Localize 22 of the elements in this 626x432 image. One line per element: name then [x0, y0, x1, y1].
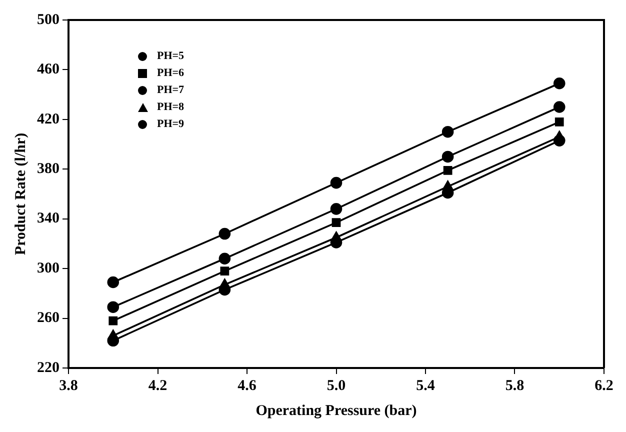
y-tick-label: 460 [37, 62, 60, 78]
x-tick-label: 5.0 [326, 378, 346, 394]
y-tick-label: 260 [37, 310, 60, 326]
x-tick-label: 3.8 [59, 378, 78, 394]
x-tick-label: 4.2 [148, 378, 168, 394]
y-tick-label: 220 [37, 360, 60, 376]
y-axis-title: Product Rate (l/hr) [12, 132, 29, 256]
x-axis-title: Operating Pressure (bar) [256, 402, 417, 419]
y-tick-label: 300 [37, 260, 60, 276]
x-tick-label: 5.4 [416, 378, 436, 394]
x-tick-label: 6.2 [594, 378, 614, 394]
y-tick-label: 500 [37, 12, 60, 28]
y-tick-label: 340 [37, 210, 60, 227]
legend-label: PH=8 [157, 100, 184, 115]
legend-label: PH=9 [157, 117, 184, 132]
x-tick-label: 5.8 [505, 378, 524, 394]
legend-label: PH=7 [157, 83, 184, 98]
legend-label: PH=5 [157, 49, 184, 64]
y-tick-label: 380 [37, 161, 60, 178]
x-tick-label: 4.6 [238, 378, 257, 394]
legend-label: PH=6 [157, 66, 184, 81]
y-tick-label: 420 [37, 111, 60, 128]
